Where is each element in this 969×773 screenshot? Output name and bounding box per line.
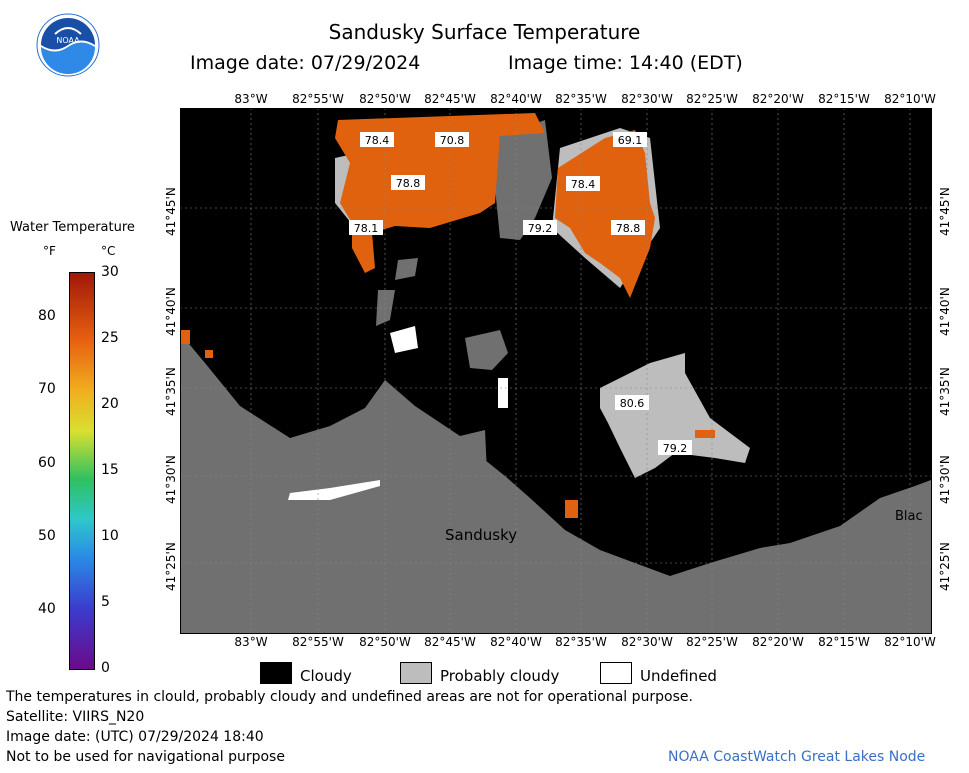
- legend-label-cloudy: Cloudy: [300, 667, 352, 685]
- lat-tick-right-1: 41°40'N: [938, 287, 952, 336]
- lon-tick-bottom-2: 82°50'W: [359, 635, 411, 649]
- temp-label-bg-2: [613, 132, 647, 147]
- temp-label-3: 78.4: [571, 178, 596, 191]
- temp-label-7: 78.8: [616, 222, 641, 235]
- lon-tick-top-0: 83°W: [234, 92, 268, 106]
- temp-label-bg-1: [435, 132, 469, 147]
- temp-label-bg-0: [360, 132, 394, 147]
- probably-cloudy-south: [600, 353, 750, 478]
- lon-tick-top-6: 82°30'W: [621, 92, 673, 106]
- temp-label-6: 79.2: [528, 222, 553, 235]
- lon-tick-bottom-1: 82°55'W: [292, 635, 344, 649]
- temp-label-9: 79.2: [663, 442, 688, 455]
- lon-tick-bottom-4: 82°40'W: [490, 635, 542, 649]
- lon-tick-top-8: 82°20'W: [752, 92, 804, 106]
- colorbar-f-tick-4: 40: [38, 601, 56, 618]
- lat-tick-right-3: 41°30'N: [938, 455, 952, 504]
- colorbar-unit-f: °F: [43, 244, 56, 258]
- land-islands: [376, 120, 552, 370]
- colorbar-f-tick-1: 70: [38, 381, 56, 398]
- warm-water-west: [335, 113, 545, 273]
- legend-label-undefined: Undefined: [640, 667, 717, 685]
- colorbar-f-tick-3: 50: [38, 528, 56, 544]
- lon-tick-top-5: 82°35'W: [555, 92, 607, 106]
- colorbar-c-tick-0: 30: [101, 264, 119, 280]
- colorbar: [69, 272, 95, 670]
- lon-tick-top-9: 82°15'W: [818, 92, 870, 106]
- place-label-blac: Blac: [895, 509, 923, 524]
- lat-tick-left-3: 41°30'N: [164, 455, 178, 504]
- colorbar-c-tick-2: 20: [101, 396, 119, 412]
- colorbar-c-tick-5: 5: [101, 594, 110, 610]
- colorbar-c-tick-6: 0: [101, 660, 110, 676]
- lat-tick-right-2: 41°35'N: [938, 367, 952, 416]
- lat-tick-left-4: 41°25'N: [164, 542, 178, 591]
- place-label-sandusky: Sandusky: [445, 526, 517, 544]
- footer-disclaimer: The temperatures in clould, probably clo…: [6, 689, 693, 705]
- temp-label-bg-3: [566, 176, 600, 191]
- logo-text: NOAA: [56, 36, 80, 45]
- legend-swatch-probably-cloudy: [400, 662, 432, 684]
- colorbar-f-tick-2: 60: [38, 454, 56, 471]
- lon-tick-top-10: 82°10'W: [884, 92, 936, 106]
- colorbar-c-tick-3: 15: [101, 462, 119, 478]
- temp-label-4: 78.8: [396, 177, 421, 190]
- temp-label-8: 80.6: [620, 397, 645, 410]
- noaa-logo: NOAA: [36, 13, 100, 77]
- lon-tick-bottom-6: 82°30'W: [621, 635, 673, 649]
- chart-title: Sandusky Surface Temperature: [328, 20, 641, 44]
- lon-tick-top-3: 82°45'W: [424, 92, 476, 106]
- colorbar-c-tick-1: 25: [101, 330, 119, 346]
- temp-label-2: 69.1: [618, 134, 643, 147]
- lon-tick-bottom-7: 82°25'W: [686, 635, 738, 649]
- colorbar-title: Water Temperature: [10, 220, 135, 235]
- temp-label-0: 78.4: [365, 134, 390, 147]
- lat-tick-right-4: 41°25'N: [938, 542, 952, 591]
- land-ohio: [180, 333, 931, 633]
- temp-label-bg-6: [523, 220, 557, 235]
- lon-tick-top-2: 82°50'W: [359, 92, 411, 106]
- lon-tick-bottom-5: 82°35'W: [555, 635, 607, 649]
- temp-label-1: 70.8: [440, 134, 465, 147]
- colorbar-f-tick-0: 80: [38, 308, 56, 324]
- lat-tick-right-0: 41°45'N: [938, 187, 952, 236]
- temp-label-bg-5: [349, 220, 383, 235]
- footer-credit: NOAA CoastWatch Great Lakes Node: [668, 749, 926, 765]
- legend-label-probably-cloudy: Probably cloudy: [440, 667, 560, 685]
- lon-tick-bottom-9: 82°15'W: [818, 635, 870, 649]
- image-date: Image date: 07/29/2024: [190, 52, 421, 74]
- lon-tick-top-4: 82°40'W: [490, 92, 542, 106]
- footer-nav-warning: Not to be used for navigational purpose: [6, 749, 285, 765]
- temp-label-5: 78.1: [354, 222, 379, 235]
- colorbar-c-tick-4: 10: [101, 528, 119, 544]
- map: 78.4 70.8 69.1 78.4 78.8 78.1 79.2 78.8 80.6 79.2…: [180, 108, 931, 633]
- temp-label-bg-8: [615, 395, 649, 410]
- footer-utc-date: Image date: (UTC) 07/29/2024 18:40: [6, 729, 264, 745]
- lon-tick-bottom-3: 82°45'W: [424, 635, 476, 649]
- temp-label-bg-9: [658, 440, 692, 455]
- lon-tick-bottom-8: 82°20'W: [752, 635, 804, 649]
- lon-tick-top-1: 82°55'W: [292, 92, 344, 106]
- lon-tick-top-7: 82°25'W: [686, 92, 738, 106]
- warm-water-east: [555, 130, 655, 298]
- lat-tick-left-1: 41°40'N: [164, 287, 178, 336]
- lat-tick-left-2: 41°35'N: [164, 367, 178, 416]
- lon-tick-bottom-10: 82°10'W: [884, 635, 936, 649]
- temp-label-bg-7: [611, 220, 645, 235]
- temp-label-bg-4: [391, 175, 425, 190]
- graticule: [180, 108, 931, 633]
- temperature-labels: 78.4 70.8 69.1 78.4 78.8 78.1 79.2 78.8 80.6 79.2: [349, 132, 692, 455]
- lat-tick-left-0: 41°45'N: [164, 187, 178, 236]
- legend-swatch-cloudy: [260, 662, 292, 684]
- image-time: Image time: 14:40 (EDT): [508, 52, 743, 74]
- legend-swatch-undefined: [600, 662, 632, 684]
- lon-tick-bottom-0: 83°W: [234, 635, 268, 649]
- footer-satellite: Satellite: VIIRS_N20: [6, 709, 145, 725]
- colorbar-unit-c: °C: [101, 244, 116, 258]
